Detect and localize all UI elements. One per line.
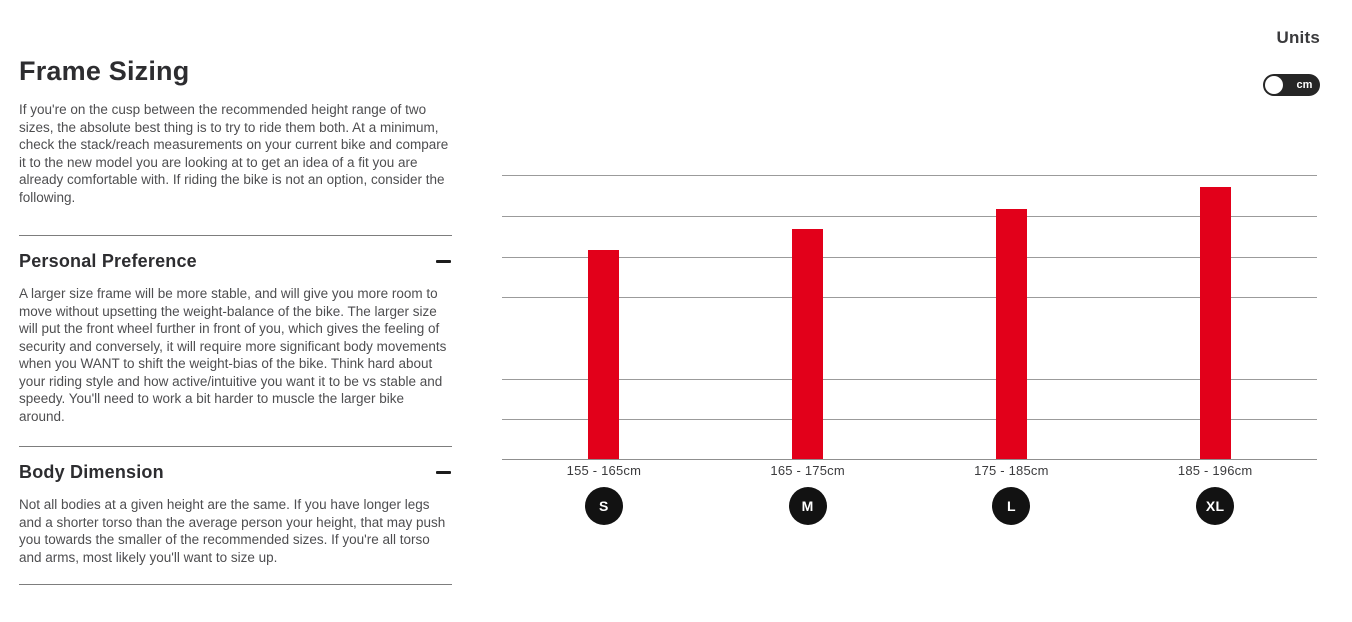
size-badge-l: L xyxy=(992,487,1031,525)
size-badge-xl: XL xyxy=(1196,487,1235,525)
intro-paragraph: If you're on the cusp between the recomm… xyxy=(19,102,449,205)
section-heading: Personal Preference xyxy=(19,251,197,271)
chart-bar-l xyxy=(995,209,1027,459)
chart-bar-s xyxy=(588,250,620,459)
chart-gridline xyxy=(502,216,1317,217)
height-range-label: 165 - 175cm xyxy=(770,463,845,478)
accordion-header-personal-preference[interactable]: Personal Preference xyxy=(19,236,452,272)
size-badge-m: M xyxy=(788,487,827,525)
height-range-label: 185 - 196cm xyxy=(1177,463,1253,478)
section-heading: Body Dimension xyxy=(19,462,164,482)
chart-bar-m xyxy=(792,229,824,459)
section-divider xyxy=(19,584,452,585)
chart-x-axis xyxy=(502,459,1317,460)
collapse-minus-icon[interactable] xyxy=(436,470,451,474)
chart-gridline xyxy=(502,379,1317,380)
chart-gridline xyxy=(502,257,1317,258)
collapse-minus-icon[interactable] xyxy=(436,259,451,263)
toggle-unit-value: cm xyxy=(1296,79,1313,91)
section-body: A larger size frame will be more stable,… xyxy=(19,286,447,424)
size-badge-s: S xyxy=(584,487,623,525)
height-range-label: 175 - 185cm xyxy=(974,463,1049,478)
section-body: Not all bodies at a given height are the… xyxy=(19,497,446,565)
section-divider xyxy=(19,235,452,236)
section-divider xyxy=(19,446,452,447)
page-title: Frame Sizing xyxy=(19,56,190,86)
accordion-header-body-dimension[interactable]: Body Dimension xyxy=(19,447,452,483)
info-panel: Frame Sizing If you're on the cusp betwe… xyxy=(19,55,452,585)
units-control: Units cm xyxy=(1263,28,1320,96)
height-range-label: 155 - 165cm xyxy=(566,463,642,478)
frame-size-chart: 155 - 165cm S 165 - 175cm M 175 - 185cm L 185 … xyxy=(502,165,1317,525)
chart-gridline xyxy=(502,175,1317,176)
units-label: Units xyxy=(1276,28,1320,47)
chart-bar-xl xyxy=(1199,187,1231,459)
toggle-knob[interactable] xyxy=(1265,76,1283,94)
chart-gridline xyxy=(502,297,1317,298)
units-toggle[interactable]: cm xyxy=(1263,74,1320,96)
chart-gridline xyxy=(502,419,1317,420)
